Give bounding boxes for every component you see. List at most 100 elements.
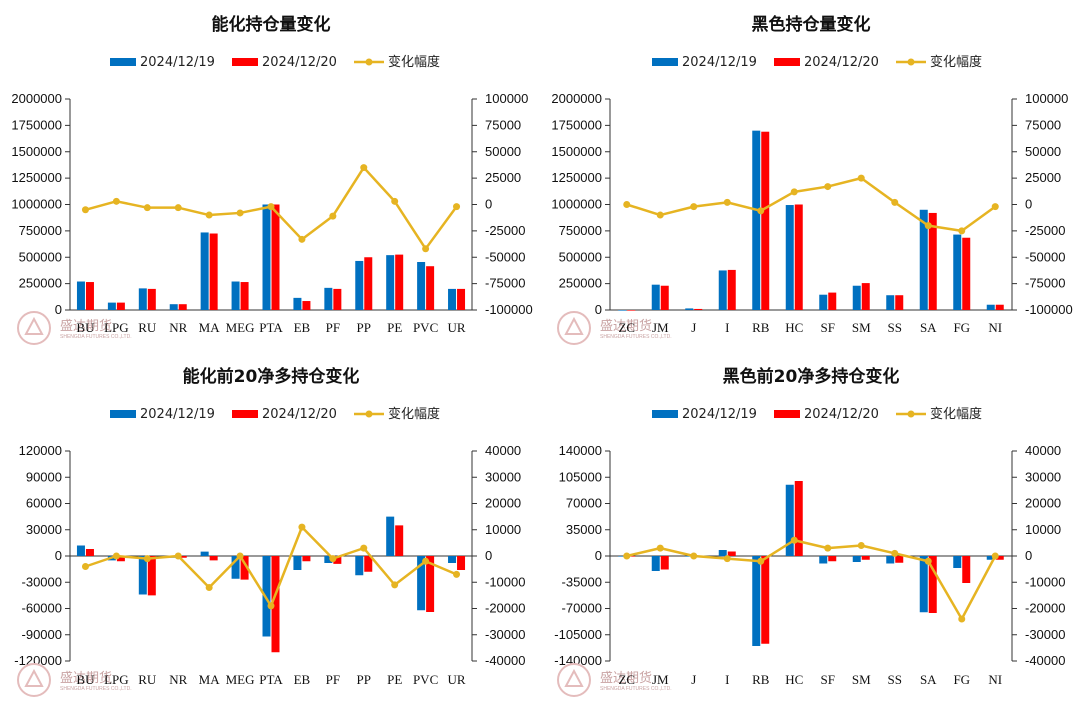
bar-s2-SM [861, 556, 870, 560]
bar-s1-PF [324, 287, 333, 310]
y-right-tick-label: -20000 [1025, 601, 1065, 616]
x-tick-label: I [725, 320, 729, 335]
change-line [626, 176, 996, 233]
y-left-tick-label: 140000 [559, 443, 602, 458]
change-point-SA [924, 222, 932, 230]
y-left-tick-label: -105000 [554, 627, 602, 642]
change-point-SS [891, 549, 899, 557]
bar-s1-SM [852, 556, 861, 562]
legend-label-1: 2024/12/19 [140, 55, 215, 70]
y-right-tick-label: -30000 [1025, 627, 1065, 642]
x-tick-label: MEG [226, 320, 255, 335]
bar-s1-PTA [262, 204, 271, 310]
change-point-PVC [422, 557, 430, 565]
y-right-tick-label: -40000 [485, 653, 525, 668]
y-left-tick-label: 90000 [26, 469, 62, 484]
watermark-sub: SHENGDA FUTURES CO.,LTD. [60, 334, 132, 340]
watermark-logo-mark [24, 668, 44, 687]
y-left-tick-label: 1500000 [11, 144, 62, 159]
y-left-tick-label: 1750000 [551, 117, 602, 132]
bar-s2-UR [457, 288, 466, 310]
change-point-RU [143, 204, 151, 212]
change-point-RB [757, 207, 765, 215]
y-right-tick-label: -10000 [1025, 574, 1065, 589]
bar-s2-SA [928, 556, 937, 613]
bar-s2-PTA [271, 556, 280, 653]
x-tick-label: EB [294, 672, 311, 687]
bar-s2-SF [828, 292, 837, 310]
x-tick-label: MA [199, 320, 221, 335]
y-right-tick-label: 100000 [485, 91, 528, 106]
legend-label-1: 2024/12/19 [682, 55, 757, 70]
bar-s1-PE [386, 255, 395, 310]
change-point-HC [790, 536, 798, 544]
legend-swatch-1 [110, 410, 136, 418]
change-point-SM [857, 174, 865, 182]
y-left-tick-label: 750000 [19, 223, 62, 238]
bar-s1-SS [886, 295, 895, 310]
bar-s2-SS [895, 556, 904, 563]
change-point-BU [81, 563, 89, 570]
change-point-ZC [623, 552, 631, 560]
bar-s2-PTA [271, 204, 280, 310]
y-right-tick-label: 40000 [1025, 443, 1061, 458]
bars [618, 130, 1004, 311]
watermark-sub: SHENGDA FUTURES CO.,LTD. [600, 334, 672, 340]
bar-s2-PF [333, 556, 342, 564]
y-right-tick-label: 25000 [485, 170, 521, 185]
x-tick-label: FG [953, 672, 970, 687]
bar-s2-MA [209, 556, 218, 561]
bar-s2-BU [85, 282, 94, 310]
legend-swatch-2 [232, 58, 258, 66]
y-left-tick-label: -70000 [562, 601, 602, 616]
bar-s1-ZC [618, 556, 627, 557]
bar-s2-LPG [116, 302, 125, 310]
bars [76, 204, 466, 310]
bar-s2-PVC [426, 556, 435, 612]
bar-s1-JM [651, 284, 660, 310]
watermark-sub: SHENGDA FUTURES CO.,LTD. [60, 686, 132, 692]
chart-title: 黑色持仓量变化 [752, 14, 871, 35]
bar-s1-EB [293, 556, 302, 570]
bar-s1-UR [448, 288, 457, 310]
bar-s2-PVC [426, 266, 435, 310]
legend-label-1: 2024/12/19 [140, 407, 215, 422]
legend-marker [907, 410, 915, 418]
change-point-SF [824, 183, 832, 191]
watermark-name: 盛达期货 [600, 318, 652, 334]
bar-s2-PE [395, 254, 404, 310]
x-tick-label: SF [821, 672, 835, 687]
change-point-PP [360, 164, 368, 172]
change-point-LPG [112, 197, 120, 205]
y-right-tick-label: -20000 [485, 601, 525, 616]
y-left-tick-label: 105000 [559, 469, 602, 484]
watermark-logo-mark [24, 316, 44, 335]
bar-s1-J [685, 556, 694, 557]
y-left-tick-label: 250000 [19, 276, 62, 291]
chart-panel-3: 能化前20净多持仓变化 2024/12/19 2024/12/20 变化幅度 -1200… [14, 366, 525, 697]
change-point-NR [174, 552, 182, 560]
bar-s2-MEG [240, 282, 249, 310]
legend-marker [365, 410, 373, 418]
bar-s1-JM [651, 556, 660, 571]
y-right-tick-label: -100000 [1025, 302, 1073, 317]
x-tick-label: PVC [413, 672, 438, 687]
x-tick-label: SS [888, 672, 902, 687]
bar-s2-ZC [627, 556, 636, 557]
y-left-tick-label: 0 [55, 302, 62, 317]
bar-s2-HC [794, 204, 803, 310]
change-point-J [690, 203, 698, 211]
legend: 2024/12/19 2024/12/20 变化幅度 [110, 406, 440, 422]
x-tick-label: PE [387, 672, 402, 687]
bar-s2-JM [660, 285, 669, 310]
x-tick-label: HC [785, 320, 803, 335]
x-tick-label: PTA [259, 672, 283, 687]
change-point-JM [656, 211, 664, 219]
bar-s1-SA [919, 556, 928, 613]
bar-s1-UR [448, 556, 457, 563]
y-left-tick-label: 1000000 [551, 197, 602, 212]
bar-s2-UR [457, 556, 466, 570]
x-tick-label: LPG [104, 320, 129, 335]
